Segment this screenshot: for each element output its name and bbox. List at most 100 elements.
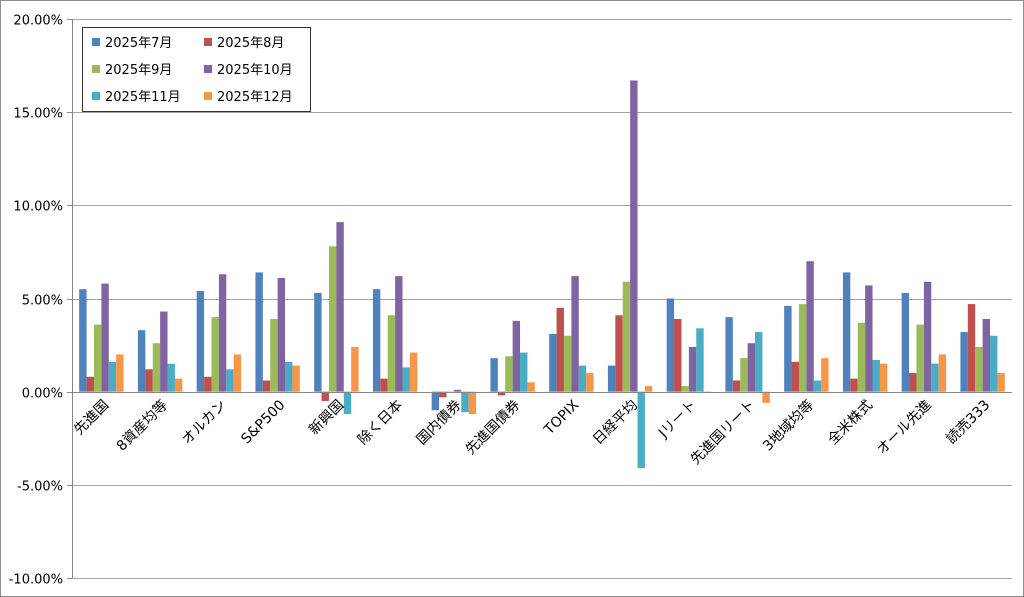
bar [461, 391, 469, 413]
y-tick-label: 5.00% [22, 294, 63, 309]
bar [226, 369, 234, 392]
bar [857, 322, 866, 392]
x-tick-label: 新興国 [306, 397, 347, 438]
bar [336, 222, 344, 392]
bar [762, 391, 770, 403]
x-tick-label: 除く日本 [355, 397, 406, 448]
bar [747, 343, 756, 392]
bar [490, 358, 498, 392]
bar [879, 363, 888, 392]
bar [402, 367, 410, 392]
bar [813, 380, 822, 392]
bar [439, 391, 447, 398]
bar [431, 391, 440, 411]
bar [116, 354, 124, 392]
legend-swatch [92, 38, 100, 46]
bar [387, 315, 396, 392]
bar [79, 289, 87, 392]
bar [145, 369, 153, 392]
bar [152, 343, 161, 392]
bar [975, 346, 983, 392]
bar [204, 376, 212, 392]
bar [740, 358, 748, 392]
x-tick-label: 国内債券 [414, 397, 465, 448]
bars [79, 80, 1005, 469]
bar [997, 373, 1005, 392]
bar [791, 361, 799, 392]
legend-swatch [92, 65, 100, 73]
bar [108, 361, 117, 392]
bar [321, 391, 329, 401]
bar [615, 315, 623, 392]
bar [666, 298, 675, 392]
bar [622, 281, 631, 392]
bar [270, 319, 278, 392]
bar [101, 283, 109, 392]
y-tick-label: -10.00% [9, 573, 63, 588]
bar [923, 281, 932, 392]
bar [314, 292, 322, 392]
bar [703, 391, 712, 393]
x-tick-label: 日経平均 [590, 397, 641, 448]
bar [167, 363, 175, 392]
legend-label: 2025年8月 [217, 36, 284, 51]
bar [967, 304, 976, 392]
bar [681, 386, 689, 392]
legend-label: 2025年10月 [217, 63, 293, 78]
bar [160, 311, 168, 392]
bar [784, 305, 792, 392]
legend: 2025年7月 2025年8月 2025年9月 2025年10月 2025年11月 202… [82, 27, 311, 112]
bar [351, 346, 359, 392]
bar [453, 389, 462, 392]
bar [806, 261, 814, 392]
y-tick-label: 15.00% [13, 107, 63, 122]
bar [909, 373, 917, 392]
bar [607, 365, 616, 392]
bar [732, 380, 741, 392]
bar [292, 365, 300, 392]
bar [644, 386, 653, 392]
bar [520, 352, 528, 392]
bar [990, 335, 998, 392]
bar [372, 289, 381, 392]
bar [497, 391, 506, 396]
bar [446, 391, 454, 393]
bar [174, 378, 183, 392]
bar [842, 272, 851, 392]
bar [211, 317, 219, 392]
bar [563, 335, 572, 392]
bar [512, 320, 521, 392]
bar [872, 359, 880, 392]
bar [725, 317, 733, 392]
bar [916, 324, 924, 392]
x-tick-label: Jリート [655, 397, 700, 442]
bar [865, 285, 873, 392]
bar [255, 272, 263, 392]
x-tick-label: 全米株式 [824, 396, 876, 448]
bar [696, 328, 704, 392]
bar [821, 358, 829, 392]
bar [86, 376, 94, 392]
bar [688, 346, 697, 392]
bar [93, 324, 102, 392]
bar [630, 80, 638, 392]
bar [850, 378, 858, 392]
legend-label: 2025年7月 [105, 36, 172, 51]
bar [527, 382, 535, 392]
bar [556, 307, 564, 392]
bar [901, 292, 910, 392]
bar [137, 330, 146, 392]
bar [328, 246, 337, 392]
x-tick-label: 8資産均等 [113, 396, 171, 454]
bar [960, 332, 968, 392]
legend-swatch [204, 92, 212, 100]
x-tick-label: S&P500 [238, 397, 288, 447]
legend-label: 2025年12月 [217, 90, 293, 105]
bar [262, 380, 271, 392]
bar [931, 363, 939, 392]
x-tick-label: 読売333 [943, 396, 994, 447]
x-tick-label: オール先進 [874, 397, 935, 458]
x-tick-label: TOPIX [541, 397, 583, 439]
bar [196, 291, 205, 392]
